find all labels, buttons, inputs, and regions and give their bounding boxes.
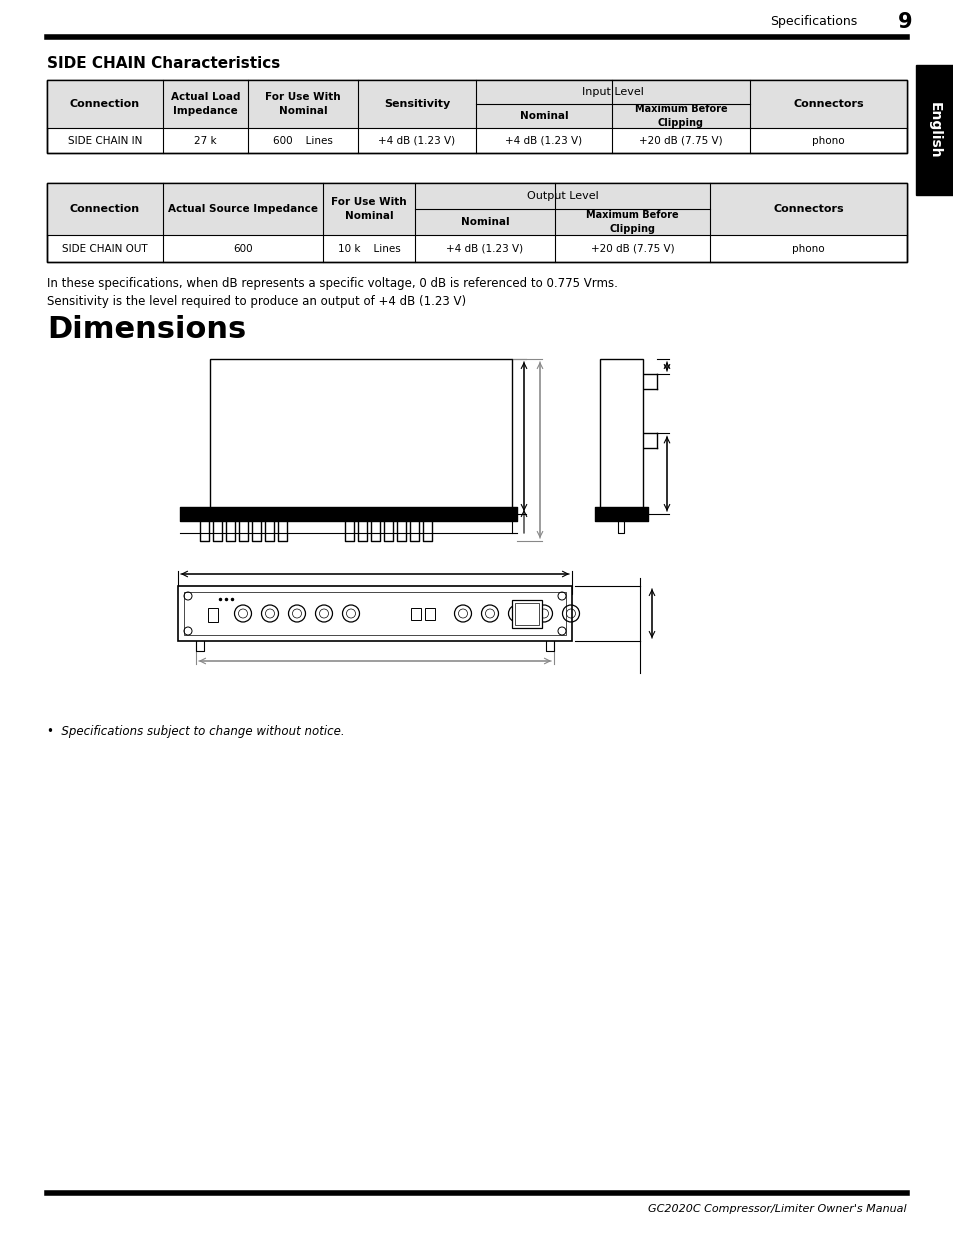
Text: Connection: Connection <box>70 99 140 109</box>
Bar <box>47 80 906 128</box>
Bar <box>915 65 953 195</box>
Text: +4 dB (1.23 V): +4 dB (1.23 V) <box>446 243 523 253</box>
Text: Dimensions: Dimensions <box>47 315 246 343</box>
Text: 600    Lines: 600 Lines <box>273 136 333 146</box>
Text: phono: phono <box>811 136 844 146</box>
Bar <box>599 359 642 514</box>
Text: Nominal: Nominal <box>460 217 509 227</box>
Text: Connectors: Connectors <box>772 204 842 214</box>
Text: English: English <box>927 101 941 158</box>
Text: 27 k: 27 k <box>194 136 216 146</box>
Text: Maximum Before
Clipping: Maximum Before Clipping <box>634 105 726 127</box>
Text: SIDE CHAIN OUT: SIDE CHAIN OUT <box>62 243 148 253</box>
Bar <box>178 585 572 641</box>
Bar <box>515 603 538 625</box>
Text: Specifications: Specifications <box>769 16 857 28</box>
Text: For Use With
Nominal: For Use With Nominal <box>265 93 340 116</box>
Bar <box>208 608 218 621</box>
Text: 10 k    Lines: 10 k Lines <box>337 243 400 253</box>
Text: +20 dB (7.75 V): +20 dB (7.75 V) <box>639 136 722 146</box>
Text: +20 dB (7.75 V): +20 dB (7.75 V) <box>590 243 674 253</box>
Text: Output Level: Output Level <box>526 191 598 201</box>
Text: +4 dB (1.23 V): +4 dB (1.23 V) <box>378 136 456 146</box>
Text: Nominal: Nominal <box>519 111 568 121</box>
Text: GC2020C Compressor/Limiter Owner's Manual: GC2020C Compressor/Limiter Owner's Manua… <box>648 1204 906 1214</box>
Text: Sensitivity is the level required to produce an output of +4 dB (1.23 V): Sensitivity is the level required to pro… <box>47 294 466 308</box>
Bar <box>184 592 565 635</box>
Bar <box>210 359 512 514</box>
Bar <box>47 183 906 235</box>
Bar <box>512 599 541 627</box>
Bar <box>178 585 572 594</box>
Text: SIDE CHAIN Characteristics: SIDE CHAIN Characteristics <box>47 56 280 70</box>
Bar <box>47 80 906 153</box>
Bar <box>47 80 906 153</box>
Text: For Use With
Nominal: For Use With Nominal <box>331 198 406 221</box>
Text: SIDE CHAIN IN: SIDE CHAIN IN <box>68 136 142 146</box>
Text: 600: 600 <box>233 243 253 253</box>
Bar <box>47 183 906 262</box>
Text: 9: 9 <box>897 12 912 32</box>
Bar <box>411 608 420 620</box>
Text: •  Specifications subject to change without notice.: • Specifications subject to change witho… <box>47 725 344 737</box>
Text: Actual Load
Impedance: Actual Load Impedance <box>171 93 240 116</box>
Text: Sensitivity: Sensitivity <box>383 99 450 109</box>
Text: Connection: Connection <box>70 204 140 214</box>
Text: phono: phono <box>791 243 824 253</box>
Text: Actual Source Impedance: Actual Source Impedance <box>168 204 317 214</box>
Text: Connectors: Connectors <box>792 99 862 109</box>
Bar <box>424 608 435 620</box>
Text: Input Level: Input Level <box>581 86 643 98</box>
Text: In these specifications, when dB represents a specific voltage, 0 dB is referenc: In these specifications, when dB represe… <box>47 278 618 290</box>
Text: +4 dB (1.23 V): +4 dB (1.23 V) <box>505 136 582 146</box>
Text: Maximum Before
Clipping: Maximum Before Clipping <box>585 210 679 233</box>
Bar <box>47 183 906 262</box>
